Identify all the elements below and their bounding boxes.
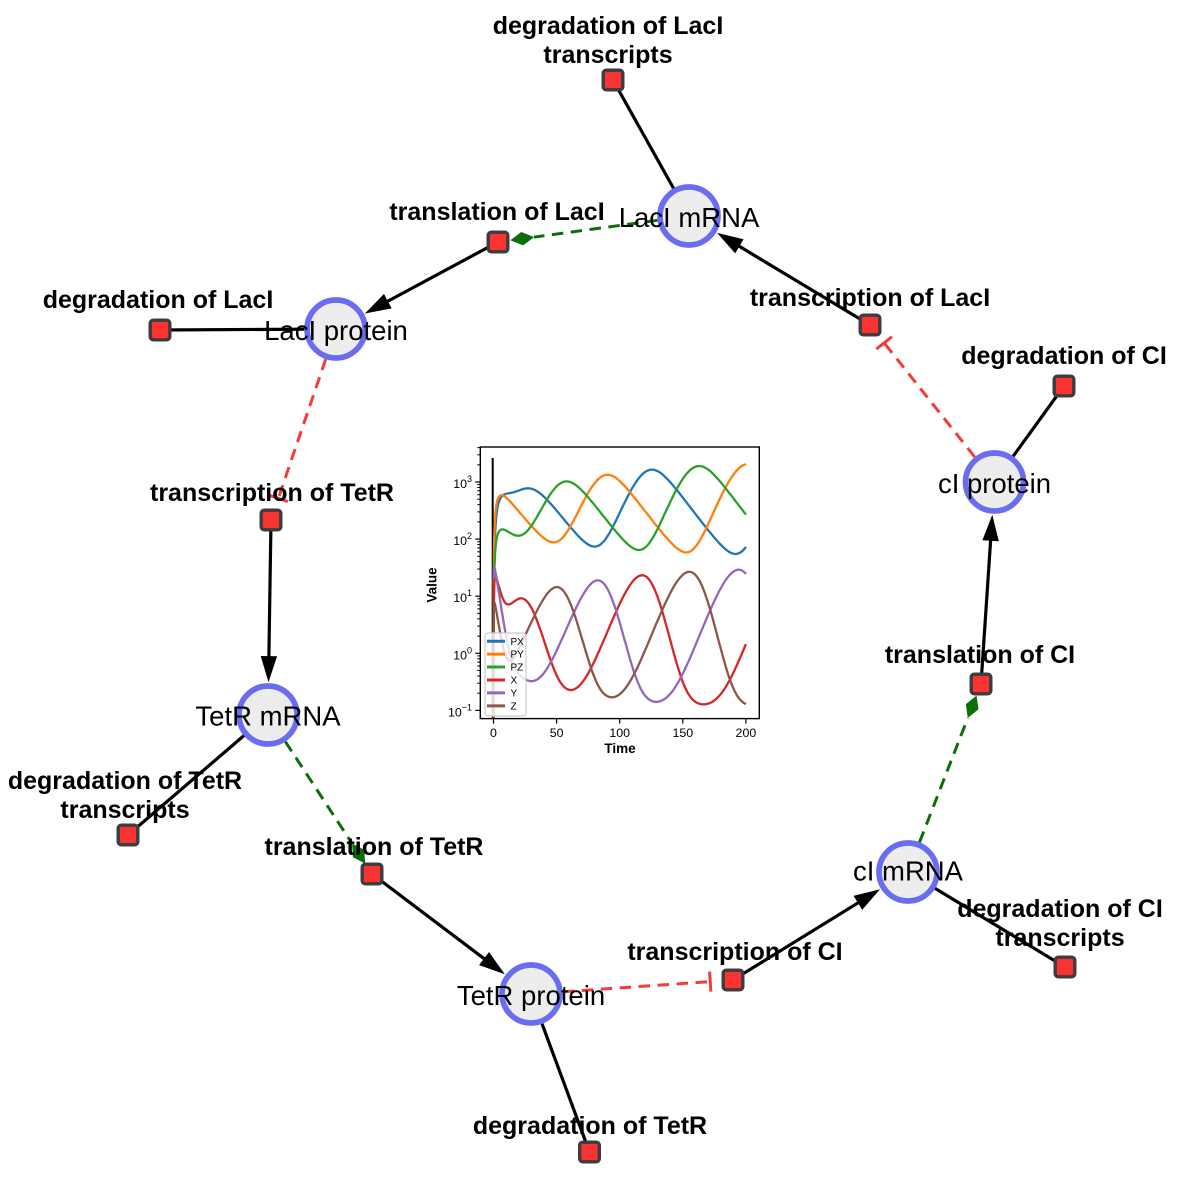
svg-text:transcription of TetR: transcription of TetR — [150, 479, 394, 507]
svg-text:PX: PX — [511, 637, 525, 648]
svg-text:translation of TetR: translation of TetR — [265, 833, 484, 861]
svg-text:degradation of CI: degradation of CI — [961, 342, 1167, 370]
svg-text:200: 200 — [736, 726, 757, 740]
svg-text:degradation of TetR: degradation of TetR — [473, 1112, 707, 1140]
svg-text:degradation of TetR: degradation of TetR — [8, 767, 242, 795]
svg-text:degradation of LacI: degradation of LacI — [43, 286, 274, 314]
svg-text:50: 50 — [550, 726, 564, 740]
svg-text:degradation of LacI: degradation of LacI — [493, 12, 724, 40]
svg-text:transcripts: transcripts — [60, 796, 189, 824]
svg-text:degradation of CI: degradation of CI — [957, 895, 1163, 923]
svg-text:TetR mRNA: TetR mRNA — [195, 701, 341, 732]
svg-text:LacI protein: LacI protein — [264, 315, 408, 346]
svg-text:PY: PY — [511, 650, 525, 661]
svg-text:PZ: PZ — [511, 663, 524, 674]
svg-text:X: X — [511, 676, 518, 687]
svg-text:Z: Z — [511, 702, 517, 713]
svg-text:cI protein: cI protein — [938, 468, 1051, 499]
svg-text:150: 150 — [672, 726, 693, 740]
svg-text:transcription of CI: transcription of CI — [627, 938, 842, 966]
svg-text:TetR protein: TetR protein — [457, 980, 605, 1011]
svg-text:Value: Value — [424, 567, 439, 603]
svg-text:100: 100 — [609, 726, 630, 740]
svg-text:LacI mRNA: LacI mRNA — [619, 202, 760, 233]
svg-text:cI mRNA: cI mRNA — [853, 856, 964, 887]
svg-text:transcription of LacI: transcription of LacI — [750, 284, 990, 312]
svg-text:Time: Time — [604, 741, 636, 756]
svg-text:transcripts: transcripts — [543, 41, 672, 69]
svg-text:0: 0 — [490, 726, 497, 740]
svg-text:translation of LacI: translation of LacI — [389, 198, 604, 226]
svg-text:translation of CI: translation of CI — [885, 641, 1075, 669]
svg-text:Y: Y — [511, 689, 518, 700]
svg-text:transcripts: transcripts — [995, 924, 1124, 952]
